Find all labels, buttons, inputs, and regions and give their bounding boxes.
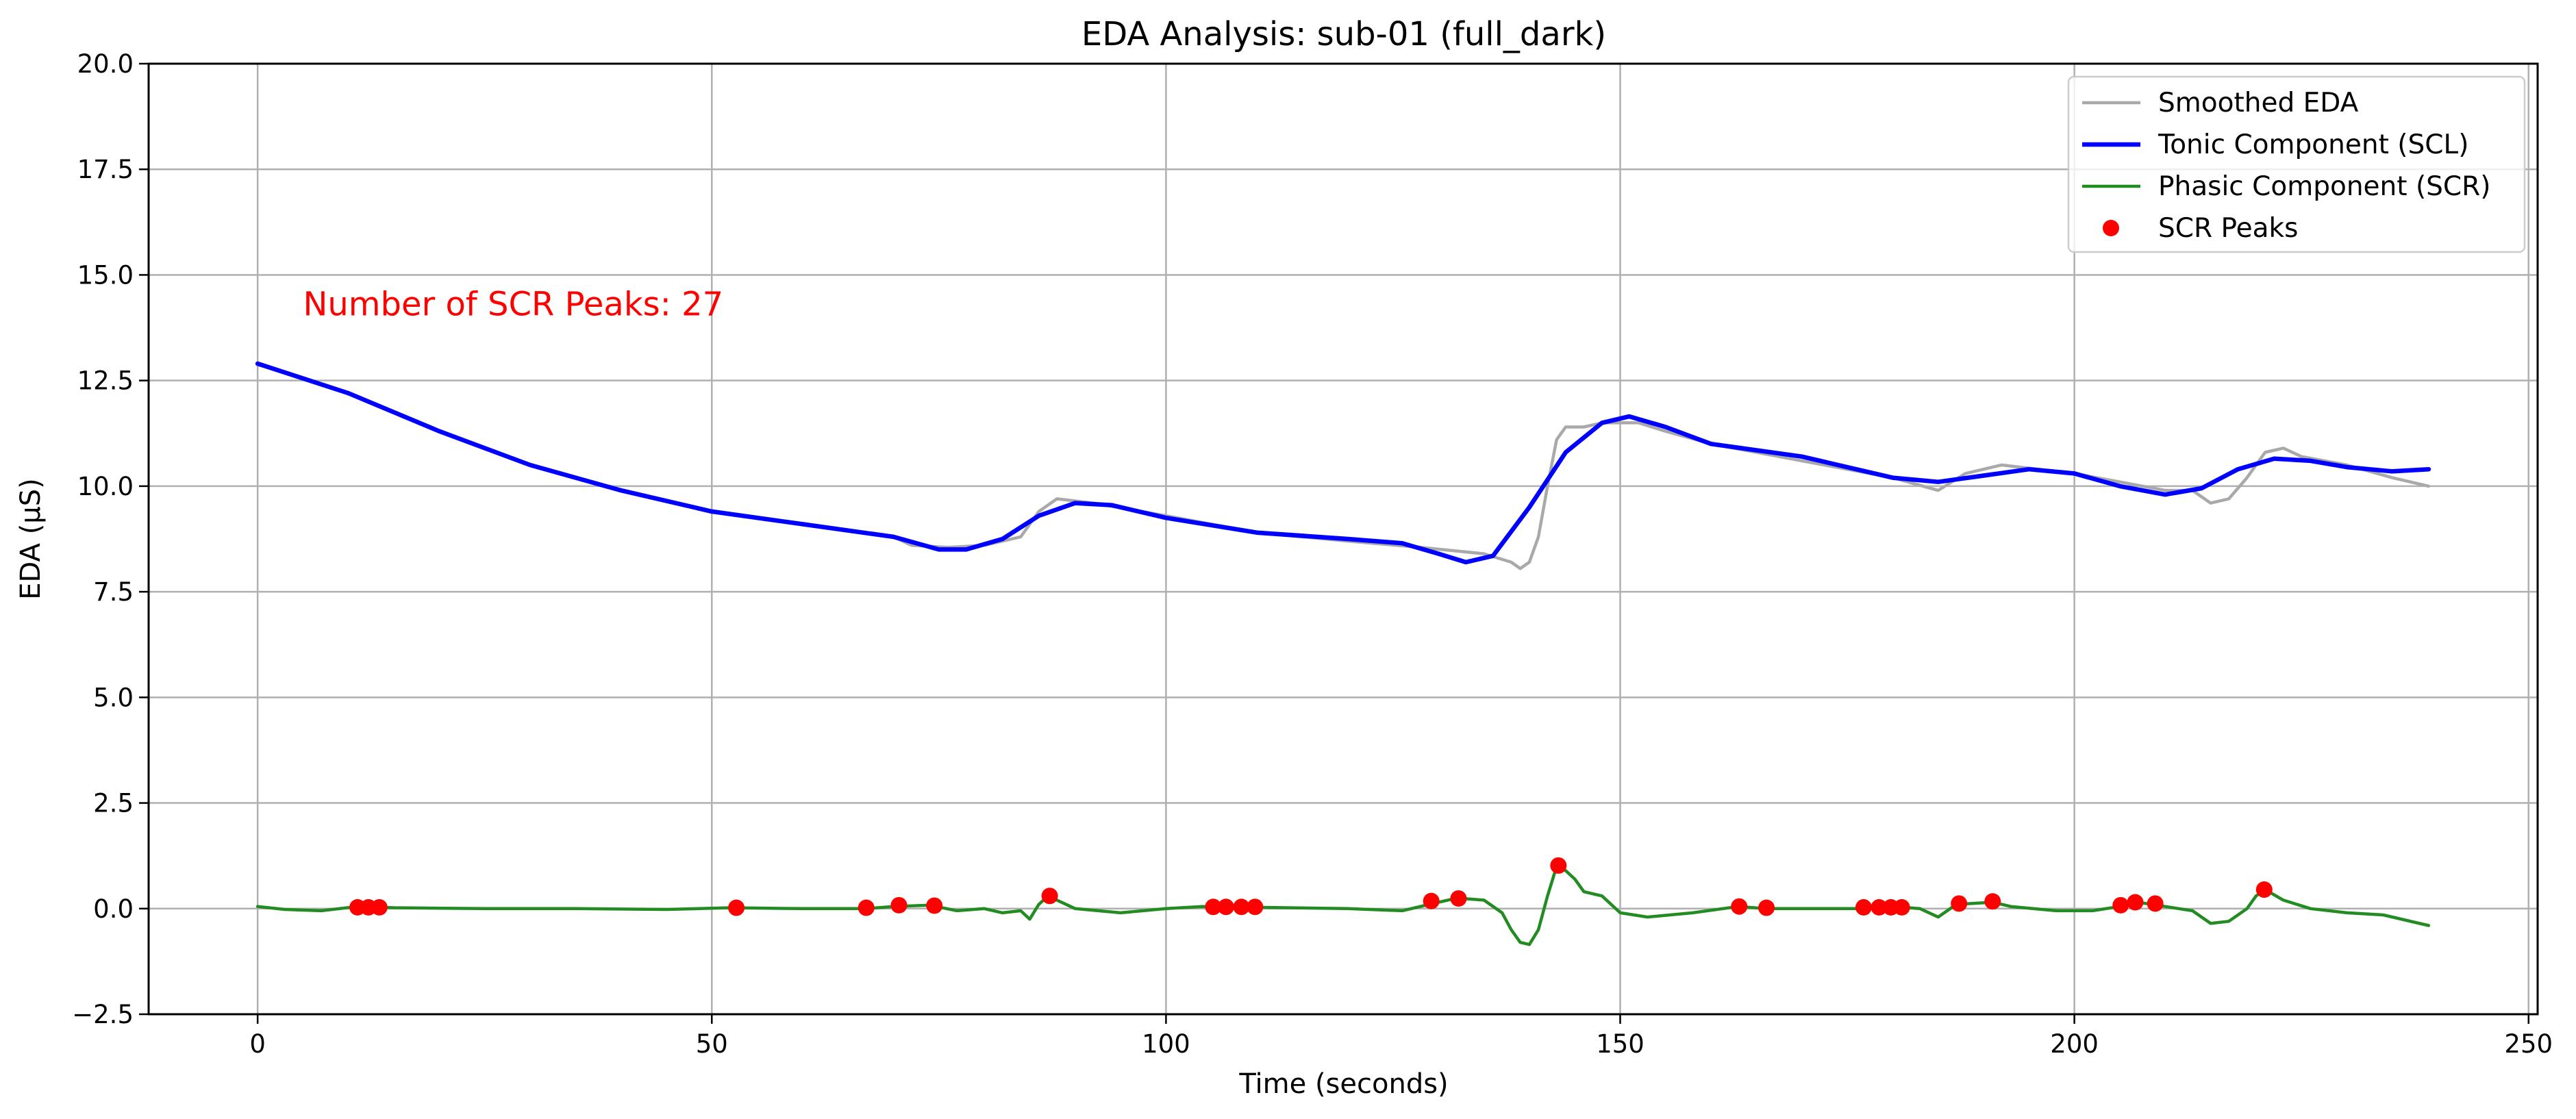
scr-peak-point — [1450, 890, 1467, 907]
y-axis-label: EDA (µS) — [15, 478, 47, 600]
scr-peak-point — [1041, 888, 1058, 905]
y-tick-label: 5.0 — [93, 683, 134, 712]
series-line-tonic-component-scl — [255, 361, 2431, 565]
y-tick-label: 20.0 — [77, 49, 134, 79]
scr-peak-point — [1984, 893, 2001, 910]
scr-peak-point — [1217, 898, 1234, 916]
scr-peak-point — [2112, 896, 2129, 914]
scr-peak-point — [1247, 898, 1264, 916]
scr-peak-point — [1855, 898, 1872, 916]
scr-peak-count-annotation: Number of SCR Peaks: 27 — [303, 286, 723, 324]
scr-peak-point — [371, 898, 388, 916]
legend-dot-marker — [2103, 220, 2119, 236]
x-axis-label: Time (seconds) — [1238, 1068, 1448, 1100]
scr-peak-point — [1423, 892, 1440, 909]
y-axis-ticks: −2.5 0.0 2.5 5.0 7.5 10.0 12.5 15.0 17.5 20.0 — [72, 49, 149, 1029]
scr-peak-point — [1893, 898, 1910, 916]
scr-peak-point — [728, 899, 745, 916]
scr-peak-point — [2127, 894, 2144, 911]
legend-label: Phasic Component (SCR) — [2158, 171, 2490, 202]
y-tick-label: 15.0 — [77, 260, 134, 290]
y-tick-label: −2.5 — [72, 1000, 134, 1029]
scr-peak-point — [2255, 881, 2273, 898]
scr-peak-point — [1731, 898, 1748, 915]
scr-peak-point — [926, 897, 943, 914]
x-tick-label: 250 — [2504, 1029, 2553, 1059]
scr-peak-point — [1550, 857, 1567, 874]
legend: Smoothed EDA Tonic Component (SCL) Phasic … — [2067, 75, 2526, 253]
x-tick-label: 50 — [696, 1029, 728, 1059]
x-tick-label: 100 — [1142, 1029, 1190, 1059]
scr-peak-point — [1233, 898, 1250, 916]
scr-peak-point — [1871, 898, 1888, 916]
scr-peak-point — [2147, 895, 2164, 912]
scr-peak-point — [1951, 895, 1968, 912]
y-tick-label: 7.5 — [93, 577, 134, 607]
legend-label: Smoothed EDA — [2158, 88, 2359, 118]
x-tick-label: 0 — [249, 1029, 266, 1059]
chart-title: EDA Analysis: sub-01 (full_dark) — [1081, 15, 1606, 53]
plot-frame — [147, 62, 2539, 1016]
y-tick-label: 12.5 — [77, 366, 134, 396]
y-tick-label: 17.5 — [77, 155, 134, 184]
x-tick-label: 150 — [1596, 1029, 1645, 1059]
scr-peak-point — [858, 899, 875, 916]
y-tick-label: 2.5 — [93, 789, 134, 818]
y-tick-label: 0.0 — [93, 894, 134, 924]
series-layer — [255, 361, 2431, 946]
legend-label: SCR Peaks — [2158, 213, 2298, 244]
x-axis-ticks: 0 50 100 150 200 250 — [249, 1014, 2553, 1059]
scr-peak-point — [890, 896, 908, 914]
legend-label: Tonic Component (SCL) — [2158, 129, 2468, 160]
x-tick-label: 200 — [2050, 1029, 2099, 1059]
scr-peak-point — [1205, 898, 1222, 916]
y-tick-label: 10.0 — [77, 472, 134, 501]
legend-box — [2067, 75, 2526, 253]
scr-peak-point — [1758, 899, 1775, 916]
